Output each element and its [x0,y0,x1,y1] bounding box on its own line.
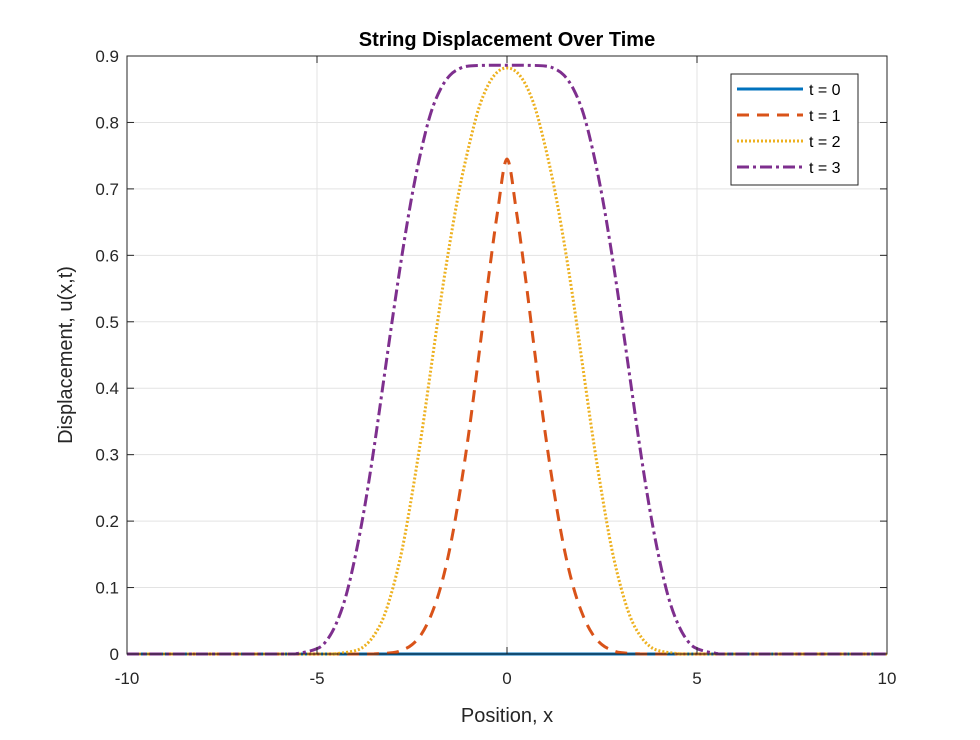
y-tick-label: 0.4 [95,379,119,398]
y-tick-label: 0.9 [95,47,119,66]
series-line-t2 [127,66,887,656]
x-tick-label: -5 [309,669,324,688]
x-axis-ticks: -10 -5 0 5 10 [115,56,897,688]
x-axis-label: Position, x [461,705,553,727]
y-tick-label: 0.1 [95,579,119,598]
legend-label-t1: t = 1 [809,108,841,125]
y-tick-label: 0.5 [95,313,119,332]
series-line-t3 [127,63,887,656]
y-tick-label: 0.8 [95,113,119,132]
y-axis-ticks: 0 0.1 0.2 0.3 0.4 0.5 0.6 0.7 0.8 0.9 [95,47,887,664]
legend-label-t3: t = 3 [809,160,841,177]
x-tick-label: 0 [502,669,511,688]
legend-label-t0: t = 0 [809,82,841,99]
legend-label-t2: t = 2 [809,134,841,151]
y-tick-label: 0.3 [95,446,119,465]
y-tick-label: 0.6 [95,246,119,265]
y-tick-label: 0.7 [95,180,119,199]
x-tick-label: 5 [692,669,701,688]
x-tick-label: -10 [115,669,140,688]
legend: t = 0 t = 1 t = 2 t = 3 [730,73,859,186]
chart-title: String Displacement Over Time [359,29,655,51]
y-tick-label: 0 [110,645,119,664]
y-axis-label: Displacement, u(x,t) [55,266,77,444]
y-tick-label: 0.2 [95,512,119,531]
series-line-t1 [127,157,887,656]
x-tick-label: 10 [878,669,897,688]
